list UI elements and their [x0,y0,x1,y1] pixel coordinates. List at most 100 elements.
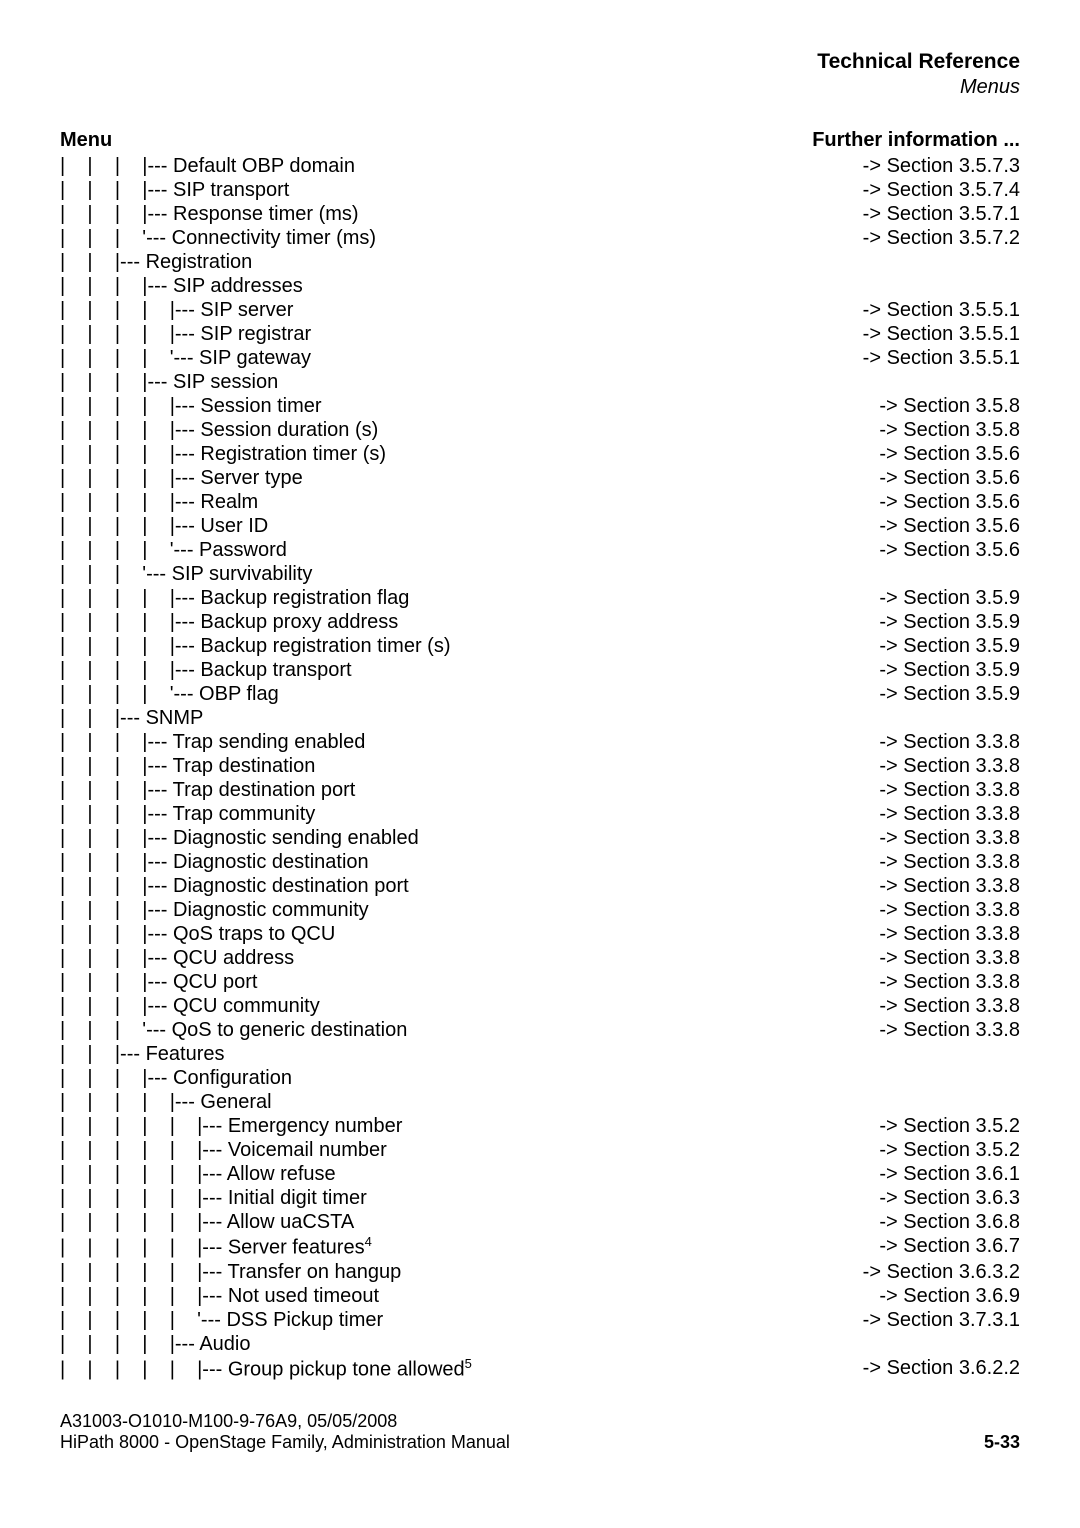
tree-item-ref: -> Section 3.5.5.1 [863,298,1020,322]
tree-item-label: | | | | |--- Server type [60,466,303,490]
tree-item-label: | | | |--- QCU community [60,994,320,1018]
tree-row: | | | |--- Diagnostic destination port->… [60,874,1020,898]
tree-row: | | | |--- QCU port-> Section 3.3.8 [60,970,1020,994]
tree-item-label: | | | | |--- Session timer [60,394,322,418]
tree-row: | | | | | '--- DSS Pickup timer -> Sectio… [60,1308,1020,1332]
tree-row: | | | | |--- Session timer -> Section 3.5… [60,394,1020,418]
tree-item-label: | | | |--- Default OBP domain [60,154,355,178]
tree-item-ref: -> Section 3.7.3.1 [863,1308,1020,1332]
tree-item-label: | | | |--- SIP addresses [60,274,303,298]
tree-item-ref: -> Section 3.5.2 [879,1114,1020,1138]
tree-item-label: | | | |--- QCU address [60,946,294,970]
tree-row: | | | |--- Configuration [60,1066,1020,1090]
tree-item-ref: -> Section 3.5.8 [879,418,1020,442]
tree-item-label: | | |--- SNMP [60,706,203,730]
tree-item-ref: -> Section 3.5.7.4 [863,178,1020,202]
tree-row: | | | |--- Trap destination-> Section 3.… [60,754,1020,778]
tree-row: | | | | |--- Realm-> Section 3.5.6 [60,490,1020,514]
tree-item-label: | | | | |--- Session duration (s) [60,418,378,442]
tree-row: | | | | | |--- Group pickup tone allowed… [60,1356,1020,1382]
columns-header: Menu Further information ... [60,129,1020,152]
tree-item-label: | | | | |--- Backup registration timer (… [60,634,451,658]
tree-item-label: | | | | | |--- Emergency number [60,1114,402,1138]
footnote-ref: 5 [465,1356,472,1371]
tree-item-label: | | | |--- Response timer (ms) [60,202,359,226]
tree-item-ref: -> Section 3.3.8 [879,970,1020,994]
tree-row: | | | |--- QCU address-> Section 3.3.8 [60,946,1020,970]
tree-item-ref: -> Section 3.5.9 [879,634,1020,658]
tree-row: | | | '--- SIP survivability [60,562,1020,586]
tree-item-label: | | | | '--- OBP flag [60,682,279,706]
tree-row: | | | | |--- Backup registration timer (… [60,634,1020,658]
tree-item-ref: -> Section 3.3.8 [879,1018,1020,1042]
tree-row: | | | |--- SIP transport -> Section 3.5.7… [60,178,1020,202]
tree-item-label: | | |--- Registration [60,250,252,274]
tree-item-ref: -> Section 3.5.5.1 [863,322,1020,346]
tree-item-label: | | | | | |--- Allow uaCSTA [60,1210,354,1234]
tree-item-label: | | | | | |--- Group pickup tone allowed… [60,1356,472,1382]
tree-item-ref: -> Section 3.5.7.2 [863,226,1020,250]
tree-row: | | | |--- Diagnostic community -> Sectio… [60,898,1020,922]
tree-row: | | | '--- QoS to generic destination -> … [60,1018,1020,1042]
tree-row: | | | |--- Trap destination port-> Secti… [60,778,1020,802]
tree-item-label: | | | |--- Diagnostic destination [60,850,369,874]
tree-item-ref: -> Section 3.3.8 [879,994,1020,1018]
tree-item-label: | | | | |--- Audio [60,1332,250,1356]
tree-row: | | | | | |--- Transfer on hangup -> Sect… [60,1260,1020,1284]
tree-item-ref: -> Section 3.3.8 [879,826,1020,850]
page-number: 5-33 [984,1432,1020,1453]
tree-row: | | | | | |--- Initial digit timer-> Sec… [60,1186,1020,1210]
tree-item-label: | | | | | |--- Initial digit timer [60,1186,367,1210]
tree-item-label: | | | | | |--- Transfer on hangup [60,1260,401,1284]
tree-item-label: | | | | '--- SIP gateway [60,346,311,370]
tree-row: | | | | |--- General [60,1090,1020,1114]
tree-row: | | | | |--- User ID-> Section 3.5.6 [60,514,1020,538]
tree-item-ref: -> Section 3.6.7 [879,1234,1020,1260]
tree-row: | | | | '--- Password-> Section 3.5.6 [60,538,1020,562]
tree-row: | | |--- SNMP [60,706,1020,730]
tree-item-label: | | | |--- Diagnostic sending enabled [60,826,419,850]
tree-row: | | | | |--- Session duration (s) -> Sect… [60,418,1020,442]
header-subtitle: Menus [60,76,1020,99]
tree-item-label: | | | '--- Connectivity timer (ms) [60,226,376,250]
tree-row: | | | | '--- SIP gateway-> Section 3.5.5… [60,346,1020,370]
tree-item-label: | | | | |--- Backup registration flag [60,586,409,610]
tree-item-ref: -> Section 3.5.6 [879,466,1020,490]
tree-item-ref: -> Section 3.3.8 [879,874,1020,898]
tree-item-ref: -> Section 3.6.3.2 [863,1260,1020,1284]
menu-column-heading: Menu [60,129,112,152]
tree-row: | | | | | |--- Allow refuse-> Section 3.… [60,1162,1020,1186]
tree-row: | | | |--- Response timer (ms)-> Section… [60,202,1020,226]
tree-item-label: | | | |--- Configuration [60,1066,292,1090]
tree-item-ref: -> Section 3.5.6 [879,442,1020,466]
tree-row: | | | |--- QCU community -> Section 3.3.8 [60,994,1020,1018]
tree-item-ref: -> Section 3.5.9 [879,658,1020,682]
tree-item-label: | | | | | |--- Not used timeout [60,1284,379,1308]
tree-row: | | | | |--- SIP registrar -> Section 3.5… [60,322,1020,346]
tree-item-ref: -> Section 3.5.9 [879,586,1020,610]
tree-row: | | | | |--- SIP server-> Section 3.5.5.… [60,298,1020,322]
footnote-ref: 4 [365,1234,372,1249]
tree-item-label: | | | | | |--- Voicemail number [60,1138,387,1162]
page-header: Technical Reference Menus [60,50,1020,99]
tree-item-label: | | | | |--- Backup proxy address [60,610,398,634]
tree-item-label: | | | | |--- Realm [60,490,258,514]
tree-item-ref: -> Section 3.3.8 [879,898,1020,922]
tree-item-ref: -> Section 3.6.8 [879,1210,1020,1234]
tree-item-label: | | | |--- Diagnostic community [60,898,369,922]
tree-item-label: | | | | |--- SIP registrar [60,322,311,346]
tree-item-label: | | | | '--- Password [60,538,287,562]
tree-item-ref: -> Section 3.5.8 [879,394,1020,418]
tree-row: | | |--- Registration [60,250,1020,274]
tree-item-ref: -> Section 3.3.8 [879,922,1020,946]
tree-item-label: | | | |--- SIP transport [60,178,289,202]
menu-tree: | | | |--- Default OBP domain -> Section … [60,154,1020,1381]
tree-item-ref: -> Section 3.6.1 [879,1162,1020,1186]
tree-item-label: | | | | |--- User ID [60,514,268,538]
tree-item-label: | | | | | '--- DSS Pickup timer [60,1308,383,1332]
tree-row: | | | | | |--- Allow uaCSTA -> Section 3.… [60,1210,1020,1234]
tree-item-label: | | | '--- QoS to generic destination [60,1018,407,1042]
tree-item-label: | | | | |--- Registration timer (s) [60,442,386,466]
tree-item-label: | | |--- Features [60,1042,225,1066]
tree-row: | | | | | |--- Voicemail number-> Sectio… [60,1138,1020,1162]
